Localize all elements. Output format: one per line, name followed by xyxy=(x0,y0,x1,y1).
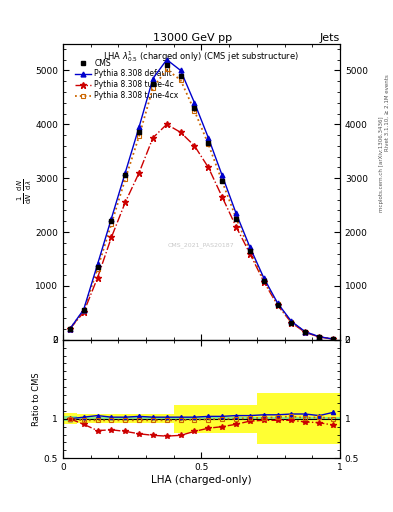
Text: LHA $\lambda^1_{0.5}$ (charged only) (CMS jet substructure): LHA $\lambda^1_{0.5}$ (charged only) (CM… xyxy=(103,50,299,65)
Legend: CMS, Pythia 8.308 default, Pythia 8.308 tune-4c, Pythia 8.308 tune-4cx: CMS, Pythia 8.308 default, Pythia 8.308 … xyxy=(72,56,181,102)
Text: Rivet 3.1.10, ≥ 2.1M events: Rivet 3.1.10, ≥ 2.1M events xyxy=(385,74,389,151)
Y-axis label: Ratio to CMS: Ratio to CMS xyxy=(32,372,41,426)
Text: 13000 GeV pp: 13000 GeV pp xyxy=(153,33,232,44)
Text: mcplots.cern.ch [arXiv:1306.3436]: mcplots.cern.ch [arXiv:1306.3436] xyxy=(380,116,384,211)
Y-axis label: $\frac{1}{\mathrm{d}N}\ \frac{\mathrm{d}N}{\mathrm{d}\lambda}$: $\frac{1}{\mathrm{d}N}\ \frac{\mathrm{d}… xyxy=(15,179,34,204)
X-axis label: LHA (charged-only): LHA (charged-only) xyxy=(151,475,252,485)
Text: Jets: Jets xyxy=(320,33,340,44)
Text: CMS_2021_PAS20187: CMS_2021_PAS20187 xyxy=(168,242,235,248)
